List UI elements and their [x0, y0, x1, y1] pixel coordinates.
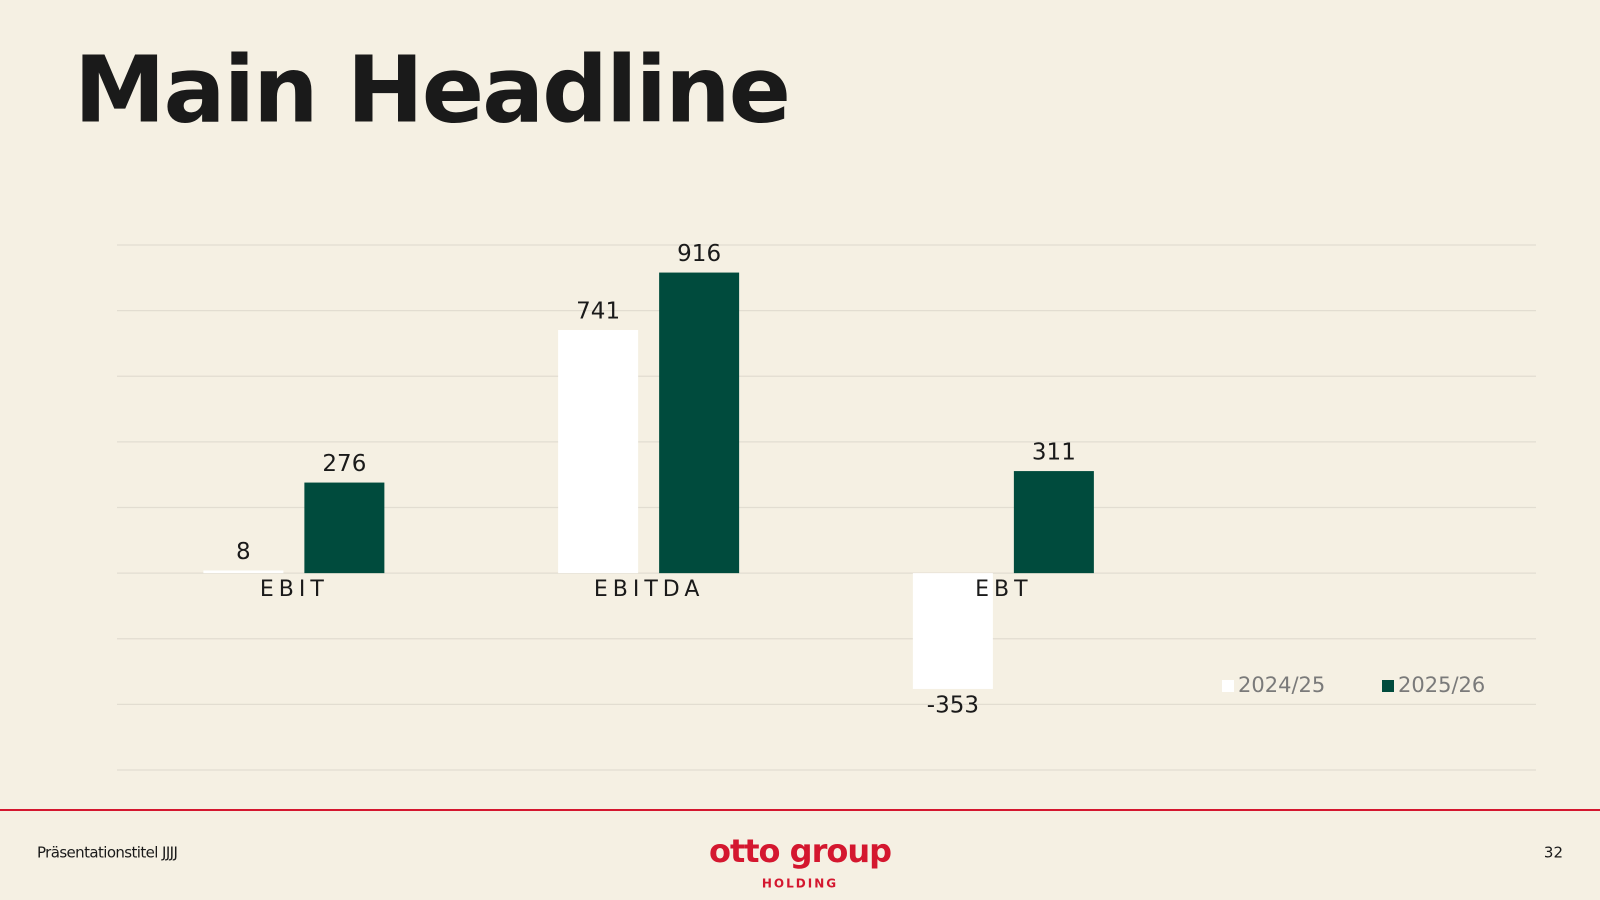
- presentation-title: Präsentationstitel JJJJ: [37, 844, 177, 862]
- chart: 8 276 EBIT 741 916 EBITDA -353 311 EBT 2024/25 202…: [117, 241, 1536, 771]
- data-label: 8: [236, 539, 251, 565]
- data-label: 311: [1032, 440, 1076, 466]
- category-label: EBITDA: [594, 577, 705, 602]
- legend-swatch: [1382, 680, 1394, 692]
- bar: [203, 570, 284, 574]
- bar: [558, 329, 639, 574]
- category-label: EBT: [975, 577, 1032, 602]
- legend-label: 2024/25: [1238, 673, 1325, 697]
- bar: [659, 272, 740, 574]
- bar: [1013, 471, 1094, 574]
- category-label: EBIT: [260, 577, 329, 602]
- data-label: 741: [576, 298, 620, 324]
- bar: [304, 482, 385, 574]
- bar: [912, 573, 993, 689]
- data-label: -353: [927, 692, 979, 718]
- legend-label: 2025/26: [1398, 673, 1485, 697]
- logo: otto group: [709, 832, 891, 870]
- data-label: 916: [677, 241, 721, 267]
- logo-subtitle: HOLDING: [762, 877, 838, 891]
- legend-swatch: [1222, 680, 1234, 692]
- data-label: 276: [322, 451, 366, 477]
- page-number: 32: [1544, 844, 1563, 862]
- headline: Main Headline: [74, 36, 789, 143]
